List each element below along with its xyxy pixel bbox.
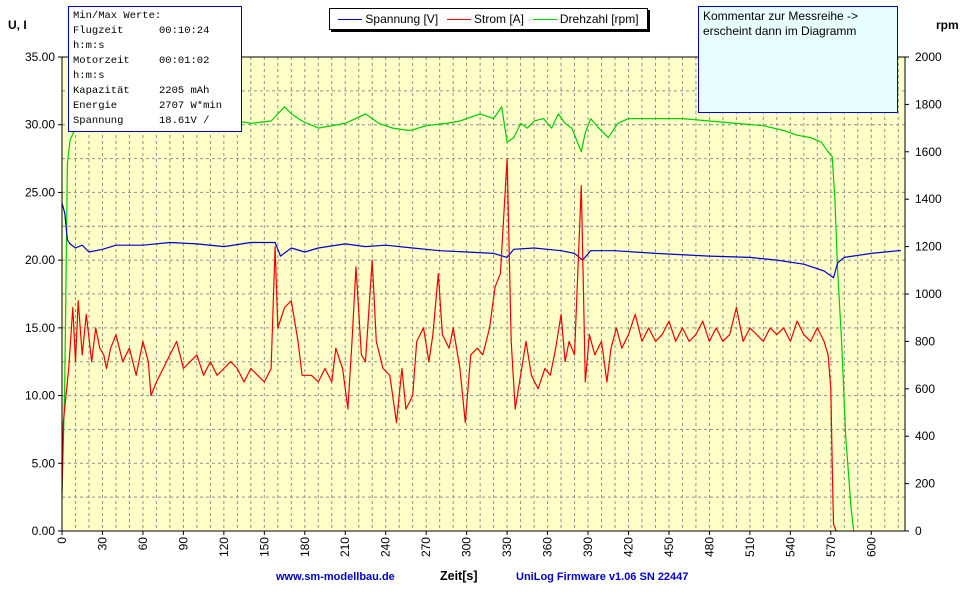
- x-tick-label: 300: [460, 537, 474, 557]
- series-line-strom: [61, 158, 837, 532]
- info-label: Flugzeit: [73, 25, 124, 37]
- info-row: Energie 2707 W*min: [73, 99, 237, 114]
- firmware-label: UniLog Firmware v1.06 SN 22447: [516, 571, 689, 583]
- legend-item-strom: Strom [A]: [447, 12, 524, 26]
- legend-swatch: [447, 18, 471, 20]
- left-tick-label: 5.00: [32, 456, 56, 470]
- x-tick-label: 330: [500, 537, 514, 557]
- legend-item-spannung: Spannung [V]: [338, 12, 438, 26]
- left-tick-label: 15.00: [25, 321, 55, 335]
- left-axis-title: U, I: [8, 18, 27, 32]
- x-tick-label: 390: [581, 537, 595, 557]
- legend-label: Spannung [V]: [365, 12, 439, 26]
- info-label: Kapazität: [73, 85, 130, 97]
- right-tick-label: 1200: [915, 240, 942, 254]
- info-row: Kapazität 2205 mAh: [73, 84, 237, 99]
- info-label: Motorzeit: [73, 55, 130, 67]
- right-tick-label: 200: [915, 477, 935, 491]
- x-tick-label: 60: [136, 537, 150, 551]
- info-row: h:m:s: [73, 39, 237, 54]
- x-tick-label: 240: [379, 537, 393, 557]
- x-axis-title: Zeit[s]: [440, 569, 478, 583]
- x-tick-label: 510: [743, 537, 757, 557]
- right-tick-label: 1800: [915, 97, 942, 111]
- x-axis: 0 30 60 90 120 150 180 210 240 270 300 330 360 390 420…: [55, 531, 878, 557]
- x-tick-label: 0: [55, 537, 69, 544]
- left-tick-label: 25.00: [25, 185, 55, 199]
- x-tick-label: 480: [702, 537, 716, 557]
- left-axis: 0.00 5.00 10.00 15.00 20.00 25.00 30.00 35.00: [25, 50, 62, 538]
- right-tick-label: 2000: [915, 50, 942, 64]
- comment-line: Kommentar zur Messreihe ->: [703, 9, 859, 23]
- x-tick-label: 90: [176, 537, 190, 551]
- info-title: Min/Max Werte:: [73, 10, 162, 22]
- info-label: Spannung: [73, 115, 124, 127]
- x-tick-label: 540: [783, 537, 797, 557]
- grid-lines: [62, 57, 905, 531]
- right-axis: 0 200 400 600 800 1000 1200 1400 1600 1800 2000: [905, 50, 942, 538]
- left-tick-label: 30.00: [25, 118, 55, 132]
- info-label: Energie: [73, 100, 118, 112]
- x-tick-label: 360: [541, 537, 555, 557]
- left-tick-label: 0.00: [32, 524, 56, 538]
- left-tick-label: 35.00: [25, 50, 55, 64]
- x-tick-label: 420: [621, 537, 635, 557]
- x-tick-label: 570: [824, 537, 838, 557]
- info-row: Flugzeit 00:10:24: [73, 24, 237, 39]
- right-tick-label: 400: [915, 429, 935, 443]
- legend-swatch: [532, 18, 557, 20]
- left-tick-label: 20.00: [25, 253, 55, 267]
- comment-box: Kommentar zur Messreihe -> erscheint dan…: [698, 6, 898, 113]
- right-tick-label: 1400: [915, 192, 942, 206]
- right-tick-label: 0: [915, 524, 922, 538]
- info-row: Spannung 18.61V /: [73, 114, 237, 129]
- x-tick-label: 150: [257, 537, 271, 557]
- info-value: 00:01:02: [159, 55, 210, 67]
- x-tick-label: 450: [662, 537, 676, 557]
- x-tick-label: 270: [419, 537, 433, 557]
- info-value: 2707 W*min: [159, 100, 223, 112]
- legend-label: Strom [A]: [474, 12, 525, 26]
- right-tick-label: 600: [915, 382, 935, 396]
- min-max-info-box: Min/Max Werte: Flugzeit 00:10:24 h:m:s Mo…: [68, 6, 242, 132]
- x-tick-label: 210: [338, 537, 352, 557]
- legend: Spannung [V] Strom [A] Drehzahl [rpm]: [329, 8, 648, 30]
- legend-item-drehzahl: Drehzahl [rpm]: [532, 12, 639, 26]
- x-tick-label: 180: [298, 537, 312, 557]
- info-label: h:m:s: [73, 70, 105, 82]
- info-value: 18.61V /: [159, 115, 210, 127]
- right-axis-title: rpm: [936, 18, 959, 32]
- legend-label: Drehzahl [rpm]: [559, 12, 639, 26]
- x-tick-label: 600: [864, 537, 878, 557]
- series-line-spannung: [61, 203, 901, 279]
- info-row: Motorzeit 00:01:02: [73, 54, 237, 69]
- comment-line: erscheint dann im Diagramm: [703, 24, 857, 38]
- website-link[interactable]: www.sm-modellbau.de: [276, 571, 395, 583]
- x-tick-label: 120: [217, 537, 231, 557]
- right-tick-label: 1000: [915, 287, 942, 301]
- info-row: h:m:s: [73, 69, 237, 84]
- left-tick-label: 10.00: [25, 389, 55, 403]
- info-value: 00:10:24: [159, 25, 210, 37]
- right-tick-label: 1600: [915, 145, 942, 159]
- right-tick-label: 800: [915, 334, 935, 348]
- info-label: h:m:s: [73, 40, 105, 52]
- x-tick-label: 30: [95, 537, 109, 551]
- legend-swatch: [338, 18, 363, 20]
- info-value: 2205 mAh: [159, 85, 210, 97]
